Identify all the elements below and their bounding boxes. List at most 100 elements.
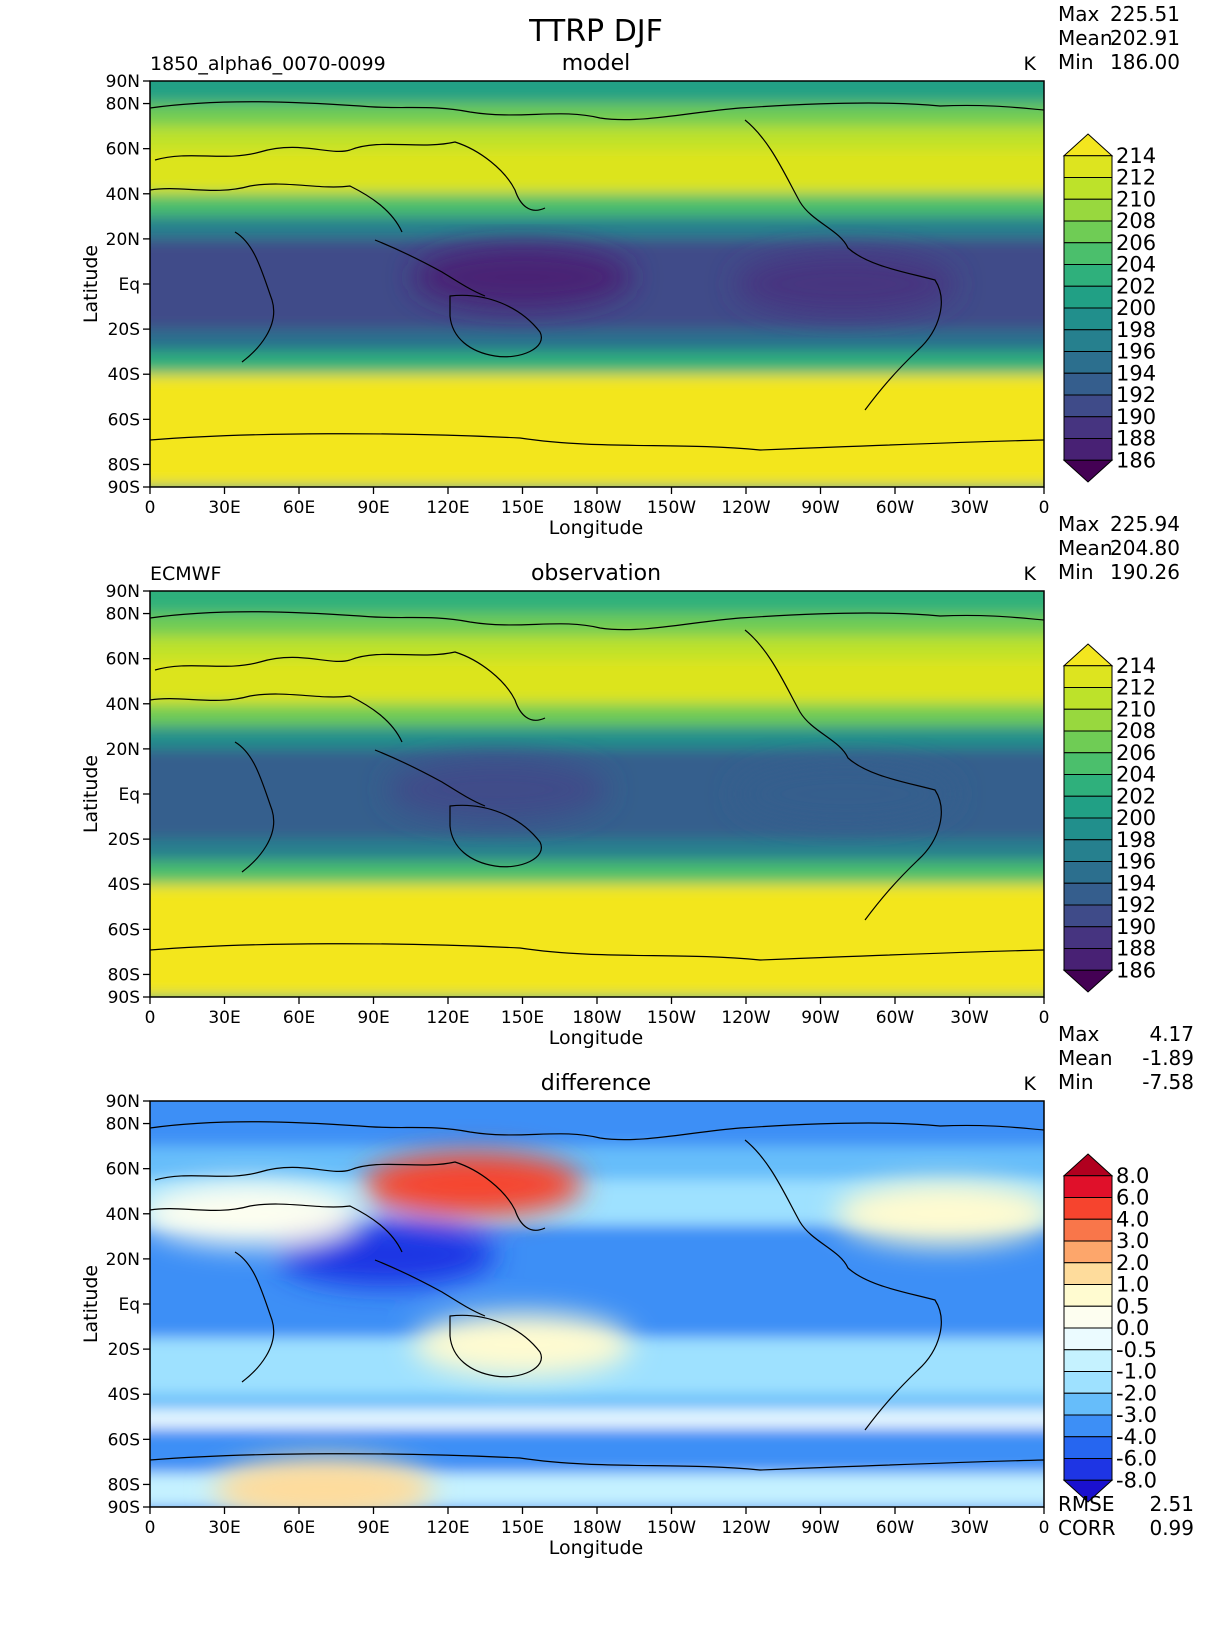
y-axis: 90N 80N 60N 40N 20N Eq 20S 40S 60S 80S 90S [106,1092,150,1518]
x-axis-label: Longitude [549,1027,644,1049]
panel-difference-stats: Max 4.17 Mean -1.89 Min -7.58 [1058,1022,1194,1094]
colorbar-label: 188 [1116,427,1156,451]
x-tick-label: 150E [501,498,544,518]
colorbar-label: 212 [1116,166,1156,190]
field-anomalies [387,757,956,826]
colorbar-swatch [1062,969,1114,993]
colorbar-label: 6.0 [1116,1186,1149,1210]
colorbar-label: 200 [1116,296,1156,320]
x-tick-label: 60W [876,498,915,518]
colorbar-swatch [1063,904,1113,928]
field-band [150,839,1044,862]
colorbar-swatch [1063,394,1113,418]
coastlines [150,1121,1044,1471]
field-anomaly [213,1456,434,1507]
field-band [150,81,1044,104]
colorbar-label: 186 [1116,448,1156,472]
x-tick-label: 150W [647,1008,696,1028]
x-tick-label: 0 [1039,1518,1050,1538]
coastlines [150,101,1044,451]
y-tick-label: 90S [108,988,140,1008]
colorbar-label: 0.0 [1116,1316,1149,1340]
x-tick-label: 150W [647,1518,696,1538]
field-anomaly [834,1181,1044,1246]
x-tick-label: 120E [426,498,469,518]
y-tick-label: 90N [106,1092,140,1112]
field-anomaly [735,762,956,826]
x-tick-label: 0 [145,1008,156,1028]
colorbar-swatch [1062,643,1114,667]
y-tick-label: 40N [106,1205,140,1225]
x-tick-label: 60E [283,1518,315,1538]
corr-value: 0.99 [1149,1516,1194,1540]
y-axis: 90N 80N 60N 40N 20N Eq 20S 40S 60S 80S 90S [106,72,150,498]
colorbar-label: 202 [1116,784,1156,808]
field-band [150,861,1044,885]
y-tick-label: 80N [106,1115,140,1135]
field-band [150,351,1044,375]
x-tick-label: 150E [501,1518,544,1538]
colorbar-label: 204 [1116,763,1156,787]
stat-min-label: Min [1058,560,1094,584]
colorbar-label: 206 [1116,231,1156,255]
y-tick-label: 80S [108,965,140,985]
x-tick-label: 0 [1039,1008,1050,1028]
colorbar-label: 194 [1116,361,1156,385]
colorbar-swatch [1063,687,1113,710]
colorbar-label: -0.5 [1116,1338,1157,1362]
y-tick-label: 90N [106,582,140,602]
x-axis: 0 30E 60E 90E 120E 150E 180W 150W 120W 90W 60W 30W 0 [145,1507,1050,1538]
y-tick-label: 60S [108,410,140,430]
y-tick-label: 90S [108,478,140,498]
field-anomaly [735,252,956,316]
x-tick-label: 180W [572,1008,621,1028]
y-tick-label: 40N [106,185,140,205]
colorbar-label: -2.0 [1116,1381,1157,1405]
field-band [150,1101,1044,1113]
y-tick-label: 60N [106,650,140,670]
x-tick-label: 90W [801,1008,840,1028]
x-axis-label: Longitude [549,517,644,539]
colorbar-swatch [1063,1197,1113,1220]
colorbar-swatch [1063,1414,1113,1438]
colorbar-swatch [1063,1436,1113,1459]
x-tick-label: 30E [208,1518,240,1538]
x-tick-label: 150W [647,498,696,518]
colorbar-swatch [1063,948,1113,971]
field-band [150,374,1044,487]
stat-mean-value: 204.80 [1110,536,1180,560]
colorbar-swatch [1063,1458,1113,1481]
x-tick-label: 60W [876,1008,915,1028]
colorbar-swatch [1063,882,1113,906]
field-anomaly [387,757,608,822]
colorbar-label: -3.0 [1116,1403,1157,1427]
colorbar-label: 188 [1116,937,1156,961]
x-tick-label: 150E [501,1008,544,1028]
colorbar-label: 190 [1116,405,1156,429]
y-tick-label: 80N [106,95,140,115]
panel-units: K [1024,563,1037,585]
colorbar-swatch [1063,242,1113,265]
panel-units: K [1024,53,1037,75]
colorbar-label: 192 [1116,383,1156,407]
field-band [150,726,1044,749]
corr-label: CORR [1058,1516,1116,1540]
panel-observation: Max 225.94 Mean 204.80 Min 190.26 ECMWF … [80,512,1180,1049]
x-tick-label: 30W [950,498,989,518]
field-band [150,591,1044,614]
panel-center-label: difference [541,1071,651,1096]
colorbar-swatch [1063,839,1113,862]
panel-center-label: observation [531,561,661,586]
x-tick-label: 120E [426,1518,469,1538]
colorbar-swatch [1063,708,1113,732]
colorbar-swatch [1063,264,1113,287]
x-tick-label: 60E [283,1008,315,1028]
colorbar-label: 214 [1116,144,1156,168]
x-tick-label: 30E [208,498,240,518]
x-tick-label: 120E [426,1008,469,1028]
colorbar-swatch [1062,133,1114,157]
colorbar-swatch [1063,155,1113,178]
colorbar-swatch [1063,438,1113,461]
colorbar-label: 196 [1116,340,1156,364]
stat-max-value: 4.17 [1149,1022,1194,1046]
